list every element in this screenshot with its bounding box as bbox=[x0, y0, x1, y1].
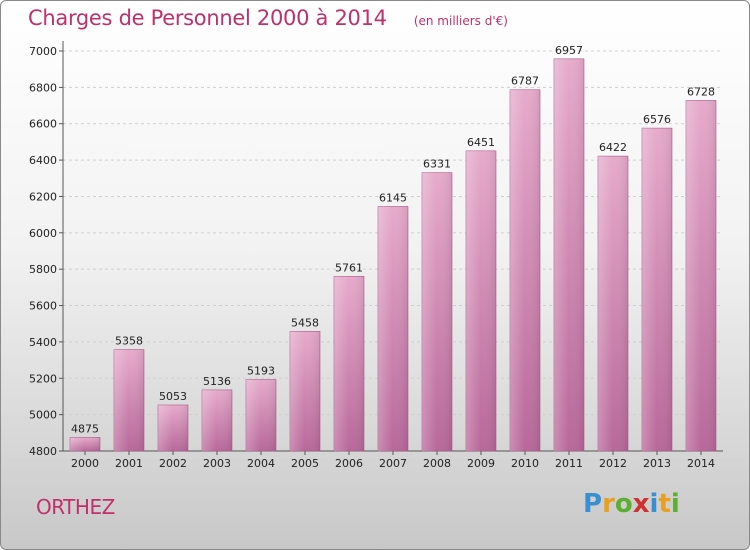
y-tick-label: 6400 bbox=[29, 154, 57, 167]
bar-shading bbox=[466, 150, 496, 451]
brand-logo: Proxiti bbox=[583, 489, 680, 519]
value-label-2003: 5136 bbox=[203, 375, 231, 388]
bar-shading bbox=[202, 389, 232, 451]
chart-unit-subtitle: (en milliers d'€) bbox=[413, 14, 508, 28]
bar-shading bbox=[158, 405, 188, 451]
x-tick-label-2013: 2013 bbox=[643, 457, 671, 470]
bar-shading bbox=[378, 206, 408, 451]
x-tick-label-2014: 2014 bbox=[687, 457, 715, 470]
x-tick-label-2010: 2010 bbox=[511, 457, 539, 470]
value-label-2002: 5053 bbox=[159, 390, 187, 403]
bar-shading bbox=[334, 276, 364, 451]
value-label-2013: 6576 bbox=[643, 113, 671, 126]
value-label-2005: 5458 bbox=[291, 316, 319, 329]
value-label-2007: 6145 bbox=[379, 191, 407, 204]
y-tick-label: 6200 bbox=[29, 190, 57, 203]
bar-shading bbox=[246, 379, 276, 451]
value-label-2006: 5761 bbox=[335, 261, 363, 274]
y-tick-label: 5800 bbox=[29, 263, 57, 276]
x-tick-label-2012: 2012 bbox=[599, 457, 627, 470]
x-tick-label-2009: 2009 bbox=[467, 457, 495, 470]
bar-shading bbox=[290, 331, 320, 451]
brand-logo-letter: t bbox=[658, 489, 671, 519]
bar-shading bbox=[114, 349, 144, 451]
x-tick-label-2000: 2000 bbox=[71, 457, 99, 470]
value-label-2000: 4875 bbox=[71, 422, 99, 435]
y-tick-label: 5600 bbox=[29, 300, 57, 313]
bar-shading bbox=[422, 172, 452, 452]
brand-logo-letter: o bbox=[614, 489, 633, 519]
bar-shading bbox=[554, 58, 584, 452]
y-tick-label: 5200 bbox=[29, 372, 57, 385]
x-tick-label-2006: 2006 bbox=[335, 457, 363, 470]
x-tick-label-2007: 2007 bbox=[379, 457, 407, 470]
brand-logo-letter: P bbox=[583, 489, 603, 519]
title-block: Charges de Personnel 2000 à 2014 (en mil… bbox=[28, 6, 508, 30]
bar-shading bbox=[642, 128, 672, 451]
y-tick-label: 6600 bbox=[29, 118, 57, 131]
y-tick-label: 7000 bbox=[29, 45, 57, 58]
x-tick-label-2011: 2011 bbox=[555, 457, 583, 470]
x-tick-label-2008: 2008 bbox=[423, 457, 451, 470]
bar-shading bbox=[686, 100, 716, 452]
brand-logo-letter: i bbox=[670, 489, 680, 519]
y-tick-label: 4800 bbox=[29, 445, 57, 458]
value-label-2001: 5358 bbox=[115, 335, 143, 348]
value-label-2008: 6331 bbox=[423, 158, 451, 171]
value-label-2011: 6957 bbox=[555, 44, 583, 57]
x-tick-label-2001: 2001 bbox=[115, 457, 143, 470]
place-name: ORTHEZ bbox=[36, 495, 115, 519]
chart-title: Charges de Personnel 2000 à 2014 bbox=[28, 6, 387, 30]
y-tick-label: 5400 bbox=[29, 336, 57, 349]
brand-logo-letter: i bbox=[649, 489, 659, 519]
value-label-2004: 5193 bbox=[247, 365, 275, 378]
brand-logo-letter: x bbox=[632, 489, 650, 519]
value-label-2012: 6422 bbox=[599, 141, 627, 154]
x-tick-label-2003: 2003 bbox=[203, 457, 231, 470]
bar-shading bbox=[598, 156, 628, 451]
value-label-2009: 6451 bbox=[467, 136, 495, 149]
x-tick-label-2004: 2004 bbox=[247, 457, 275, 470]
x-tick-label-2002: 2002 bbox=[159, 457, 187, 470]
labels: 4800 5000 5200 5400 5600 5800 6000 6200 6400 6600… bbox=[29, 44, 715, 470]
bar-shading bbox=[70, 437, 100, 451]
value-label-2010: 6787 bbox=[511, 75, 539, 88]
brand-logo-letter: r bbox=[602, 489, 615, 519]
bars bbox=[69, 58, 717, 452]
y-tick-label: 6800 bbox=[29, 81, 57, 94]
value-label-2014: 6728 bbox=[687, 85, 715, 98]
bar-shading bbox=[510, 89, 540, 452]
y-tick-label: 6000 bbox=[29, 227, 57, 240]
x-tick-label-2005: 2005 bbox=[291, 457, 319, 470]
y-tick-label: 5000 bbox=[29, 409, 57, 422]
